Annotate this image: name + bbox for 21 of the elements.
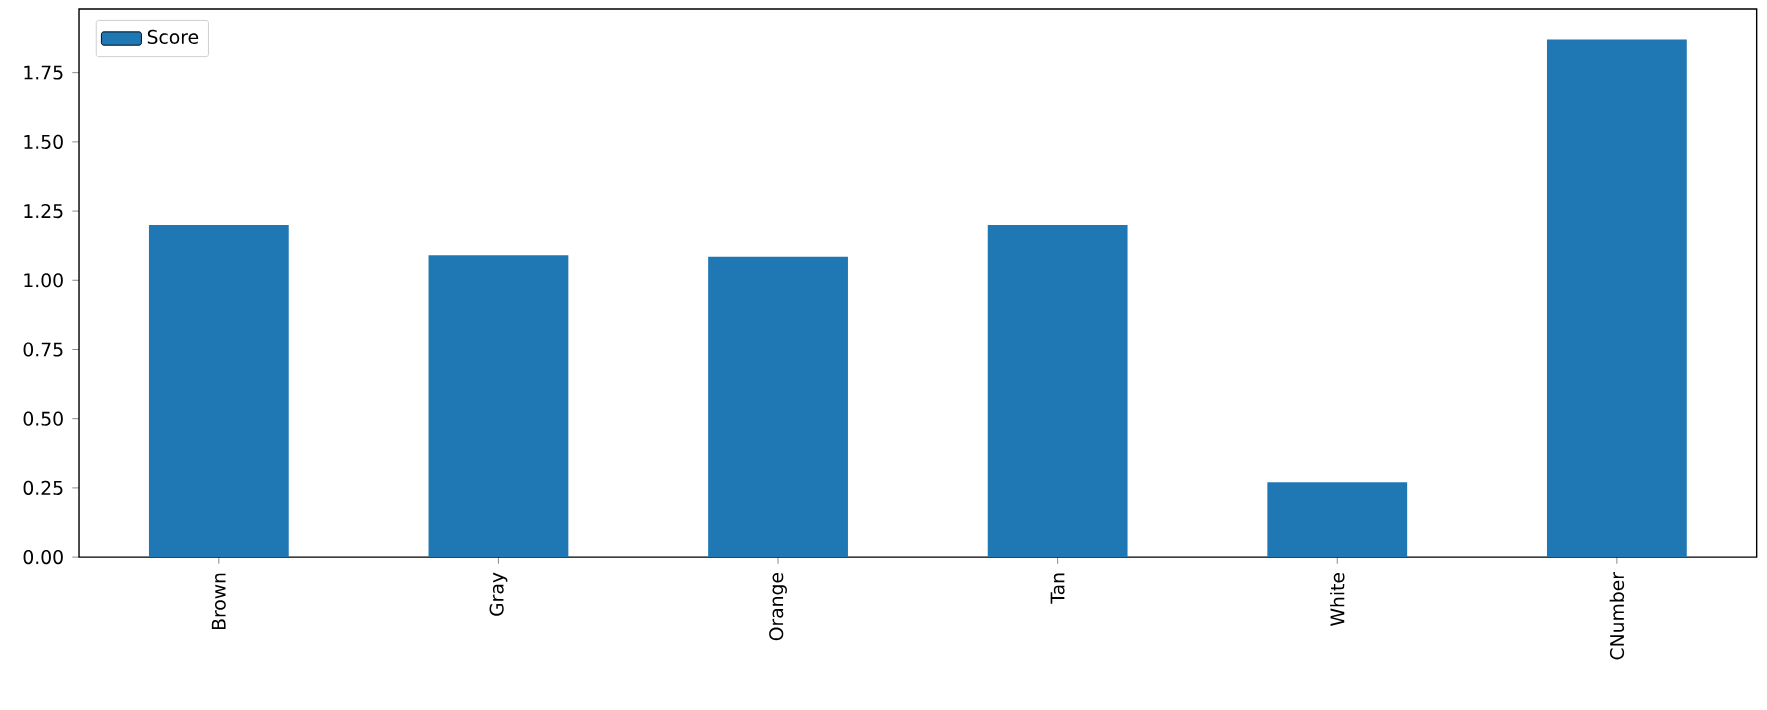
y-tick-label: 1.00 [24,273,63,288]
bar [428,255,569,558]
x-tick-label: CNumber [1609,571,1625,660]
y-tick-label: 0.75 [23,342,63,357]
bar [708,256,848,558]
y-tick-label: 1.50 [24,134,63,149]
bar [148,224,289,558]
legend-label: Score [147,29,199,44]
bar [987,224,1128,558]
x-tick-label: Orange [769,572,787,641]
bar [1546,39,1687,558]
x-tick-label: Gray [489,572,508,616]
y-tick-label: 1.75 [24,65,63,80]
x-tick-label: Tan [1050,573,1065,604]
y-tick-label: 1.25 [24,203,63,219]
y-tick-label: 0.00 [23,549,63,565]
y-tick-label: 0.25 [23,480,63,495]
x-tick-label: Brown [211,573,226,629]
x-tick-label: White [1330,572,1345,626]
bar [1267,482,1408,558]
y-tick-label: 0.50 [23,411,63,426]
